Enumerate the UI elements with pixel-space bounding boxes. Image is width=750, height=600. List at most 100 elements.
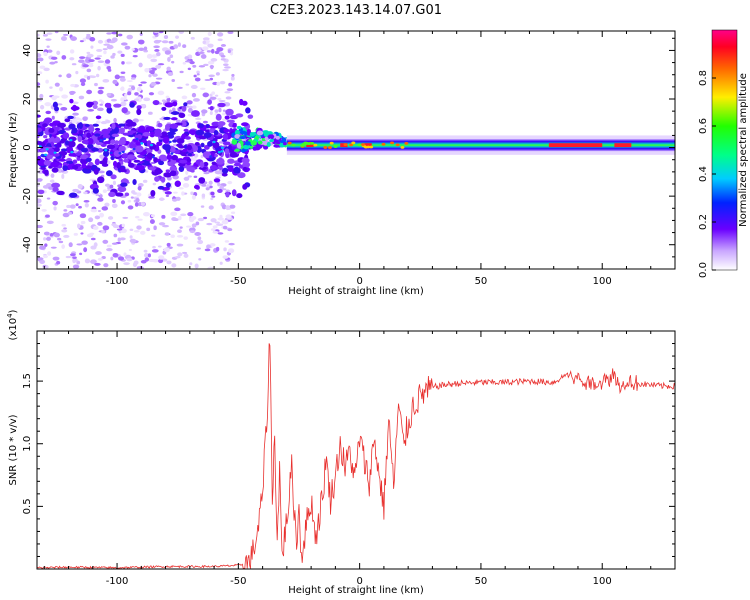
heatmap-noise-cell (106, 65, 111, 70)
heatmap-noise-cell (117, 237, 121, 242)
heatmap-noise-cell (222, 255, 229, 259)
heatmap-noise-cell (86, 33, 91, 37)
heatmap-dense-cell (176, 138, 185, 144)
heatmap-noise-cell (49, 86, 53, 89)
heatmap-noise-cell (152, 245, 156, 249)
heatmap-transition-cell (244, 141, 252, 146)
heatmap-noise-cell (204, 78, 211, 82)
heatmap-noise-cell (102, 225, 110, 231)
heatmap-dense-cell (81, 163, 87, 169)
heatmap-dense-cell (227, 158, 235, 164)
heatmap-noise-cell (119, 237, 126, 241)
heatmap-noise-cell (111, 242, 118, 245)
heatmap-noise-cell (110, 98, 117, 102)
heatmap-noise-cell (183, 253, 189, 258)
y-tick-label: 0 (22, 144, 33, 150)
heatmap-noise-cell (227, 248, 235, 254)
heatmap-noise-cell (155, 77, 163, 80)
snr-series-line (37, 343, 675, 569)
heatmap-dense-cell (142, 132, 151, 137)
heatmap-noise-cell (137, 218, 143, 221)
heatmap-dense-cell (92, 187, 99, 194)
heatmap-dense-cell (79, 157, 89, 165)
figure-title: C2E3.2023.143.14.07.G01 (270, 3, 442, 18)
heatmap-noise-cell (120, 87, 124, 91)
heatmap-noise-cell (187, 67, 192, 71)
heatmap-bright-cell (168, 140, 172, 144)
heatmap-bright-cell (69, 138, 73, 142)
heatmap-noise-cell (202, 37, 210, 41)
heatmap-noise-cell (195, 221, 200, 226)
heatmap-dense-cell (217, 102, 226, 108)
heatmap-noise-cell (63, 227, 67, 230)
colorbar-gradient (711, 29, 738, 271)
heatmap-noise-cell (129, 235, 133, 239)
heatmap-dense-cell (118, 157, 123, 162)
x-tick-label: 50 (475, 576, 488, 587)
heatmap-dense-cell (169, 165, 178, 172)
heatmap-noise-cell (184, 56, 190, 60)
heatmap-noise-cell (129, 238, 137, 243)
heatmap-noise-cell (229, 204, 236, 209)
heatmap-bright-cell (220, 146, 224, 149)
heatmap-dense-cell (111, 122, 116, 130)
heatmap-noise-cell (120, 42, 128, 46)
heatmap-dense-cell (95, 115, 102, 120)
heatmap-noise-cell (75, 203, 79, 207)
heatmap-band-blob (390, 141, 395, 145)
heatmap-noise-cell (227, 228, 233, 232)
heatmap-noise-cell (128, 248, 132, 252)
heatmap-noise-cell (134, 92, 139, 96)
heatmap-dense-cell (141, 139, 148, 144)
heatmap-noise-cell (37, 71, 43, 75)
heatmap-dense-cell (122, 132, 130, 136)
y-tick-label: 1.5 (22, 373, 33, 389)
heatmap-noise-cell (96, 73, 100, 78)
heatmap-transition-cell (264, 136, 269, 141)
heatmap-dense-cell (126, 154, 136, 160)
x-tick-label: 100 (593, 576, 612, 587)
heatmap-noise-cell (99, 212, 105, 218)
heatmap-noise-cell (101, 255, 106, 260)
heatmap-dense-cell (157, 185, 165, 190)
heatmap-bright-cell (150, 143, 154, 147)
heatmap-noise-cell (167, 71, 174, 77)
heatmap-noise-cell (117, 33, 123, 37)
heatmap-noise-cell (37, 184, 40, 187)
heatmap-dense-cell (176, 143, 183, 148)
heatmap-noise-cell (127, 205, 134, 210)
heatmap-dense-cell (181, 105, 187, 112)
heatmap-noise-cell (230, 76, 235, 81)
heatmap-noise-cell (134, 202, 139, 207)
heatmap-noise-cell (161, 99, 166, 102)
heatmap-noise-cell (111, 31, 118, 35)
heatmap-dense-cell (112, 160, 118, 167)
heatmap-dense-cell (217, 121, 226, 127)
heatmap-dense-cell (105, 170, 113, 177)
spectrogram-xlabel: Height of straight line (km) (288, 286, 424, 297)
heatmap-noise-cell (129, 228, 134, 232)
heatmap-noise-cell (132, 54, 138, 58)
heatmap-noise-cell (90, 237, 96, 241)
heatmap-noise-cell (39, 104, 45, 110)
heatmap-dense-cell (222, 133, 229, 140)
heatmap-noise-cell (66, 73, 72, 79)
heatmap-dense-cell (51, 167, 59, 173)
heatmap-dense-cell (216, 158, 225, 165)
heatmap-dense-cell (121, 107, 128, 114)
heatmap-dense-cell (136, 105, 142, 110)
heatmap-peak-segment (614, 143, 632, 148)
heatmap-dense-cell (47, 137, 52, 143)
heatmap-noise-cell (66, 204, 71, 209)
heatmap-noise-cell (110, 55, 115, 59)
heatmap-noise-cell (46, 197, 51, 200)
x-tick-label: -100 (106, 576, 129, 587)
heatmap-noise-cell (217, 32, 224, 37)
heatmap-noise-cell (225, 96, 232, 100)
heatmap-noise-cell (137, 97, 142, 103)
heatmap-noise-cell (63, 209, 68, 212)
heatmap-dense-cell (213, 166, 220, 170)
heatmap-noise-cell (218, 107, 222, 113)
heatmap-dense-cell (170, 111, 180, 115)
heatmap-bright-cell (132, 147, 136, 151)
